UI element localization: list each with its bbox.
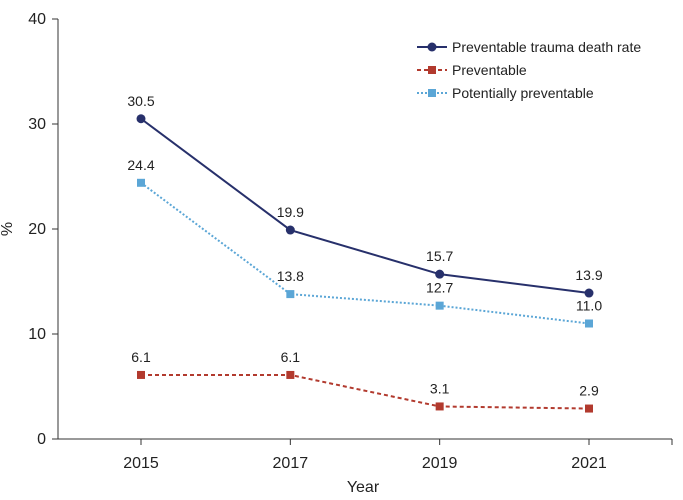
data-labels: 30.5 19.9 15.7 13.9 6.1 6.1 3.1 2.9 24.4 13.8 12.7… — [127, 93, 602, 399]
data-point — [285, 225, 295, 235]
legend-marker — [428, 66, 436, 74]
legend: Preventable trauma death rate Preventable… — [417, 39, 641, 101]
series-potentially-preventable — [137, 178, 593, 328]
data-label: 6.1 — [131, 349, 151, 365]
data-label: 15.7 — [426, 248, 453, 264]
data-point — [435, 301, 444, 310]
y-tick-label: 20 — [28, 221, 46, 238]
data-label: 3.1 — [430, 380, 450, 396]
legend-label: Preventable trauma death rate — [452, 39, 641, 55]
data-point — [435, 269, 445, 279]
axes — [57, 19, 672, 440]
data-label: 11.0 — [576, 298, 602, 314]
series-line — [141, 373, 590, 410]
series-preventable-trauma-death-rate — [136, 114, 594, 298]
x-axis-title: Year — [347, 479, 380, 496]
data-label: 2.9 — [579, 383, 599, 399]
legend-item-preventable: Preventable — [417, 62, 527, 78]
y-axis-title: % — [0, 222, 16, 236]
y-axis-ticks: 0 10 20 30 40 — [28, 11, 58, 448]
data-point — [137, 178, 145, 187]
y-tick-label: 40 — [28, 11, 46, 28]
data-point — [136, 114, 146, 124]
series-preventable — [137, 370, 593, 413]
data-label: 19.9 — [277, 204, 304, 220]
data-point — [585, 404, 593, 413]
data-point — [585, 319, 593, 328]
data-label: 13.9 — [575, 267, 602, 283]
y-tick-label: 30 — [28, 116, 46, 133]
data-point — [286, 290, 295, 299]
data-point — [286, 370, 295, 379]
y-tick-label: 0 — [37, 431, 46, 448]
data-point — [137, 370, 145, 379]
series-layer — [136, 114, 594, 413]
series-line — [140, 181, 590, 325]
data-label: 30.5 — [127, 93, 154, 109]
data-point — [435, 402, 444, 411]
legend-label: Potentially preventable — [452, 85, 594, 101]
x-axis-ticks: 2015 2017 2019 2021 — [123, 439, 673, 472]
x-tick-label: 2017 — [273, 455, 309, 472]
x-tick-label: 2015 — [123, 455, 159, 472]
legend-item-potentially-preventable: Potentially preventable — [417, 85, 594, 101]
legend-marker — [428, 89, 436, 97]
legend-label: Preventable — [452, 62, 527, 78]
data-point — [584, 288, 594, 298]
x-tick-label: 2021 — [571, 455, 607, 472]
data-label: 6.1 — [281, 349, 301, 365]
series-line — [140, 117, 590, 295]
y-tick-label: 10 — [28, 326, 46, 343]
x-tick-label: 2019 — [422, 455, 458, 472]
data-label: 13.8 — [277, 268, 304, 284]
data-label: 24.4 — [127, 157, 154, 173]
legend-marker — [427, 42, 437, 52]
legend-item-preventable-trauma-death-rate: Preventable trauma death rate — [417, 39, 641, 55]
data-label: 12.7 — [426, 280, 453, 296]
